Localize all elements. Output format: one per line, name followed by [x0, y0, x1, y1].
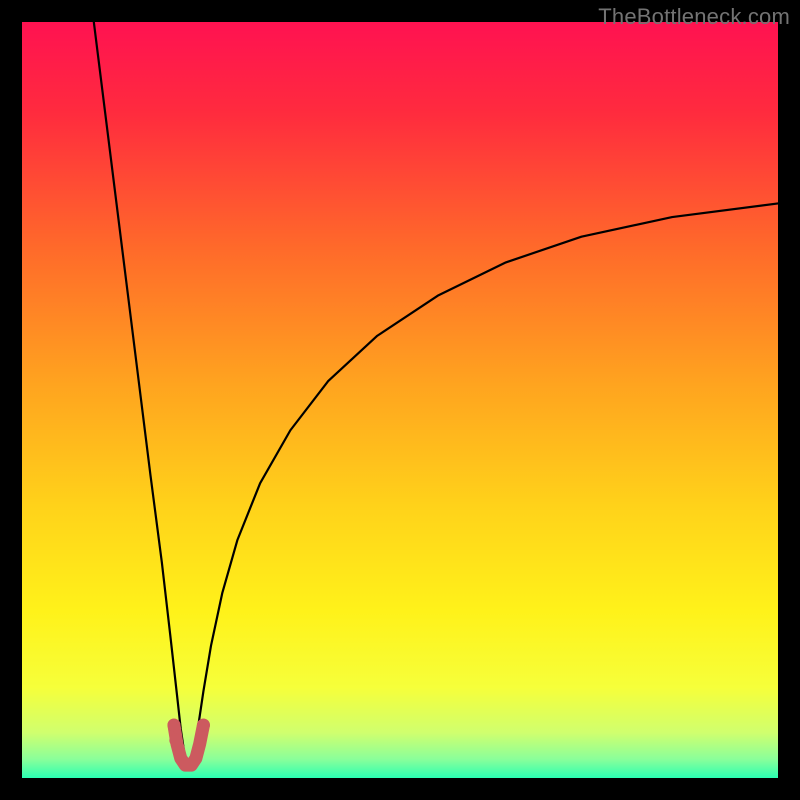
watermark-text: TheBottleneck.com: [598, 4, 790, 30]
bottleneck-chart: [0, 0, 800, 800]
chart-frame: TheBottleneck.com: [0, 0, 800, 800]
